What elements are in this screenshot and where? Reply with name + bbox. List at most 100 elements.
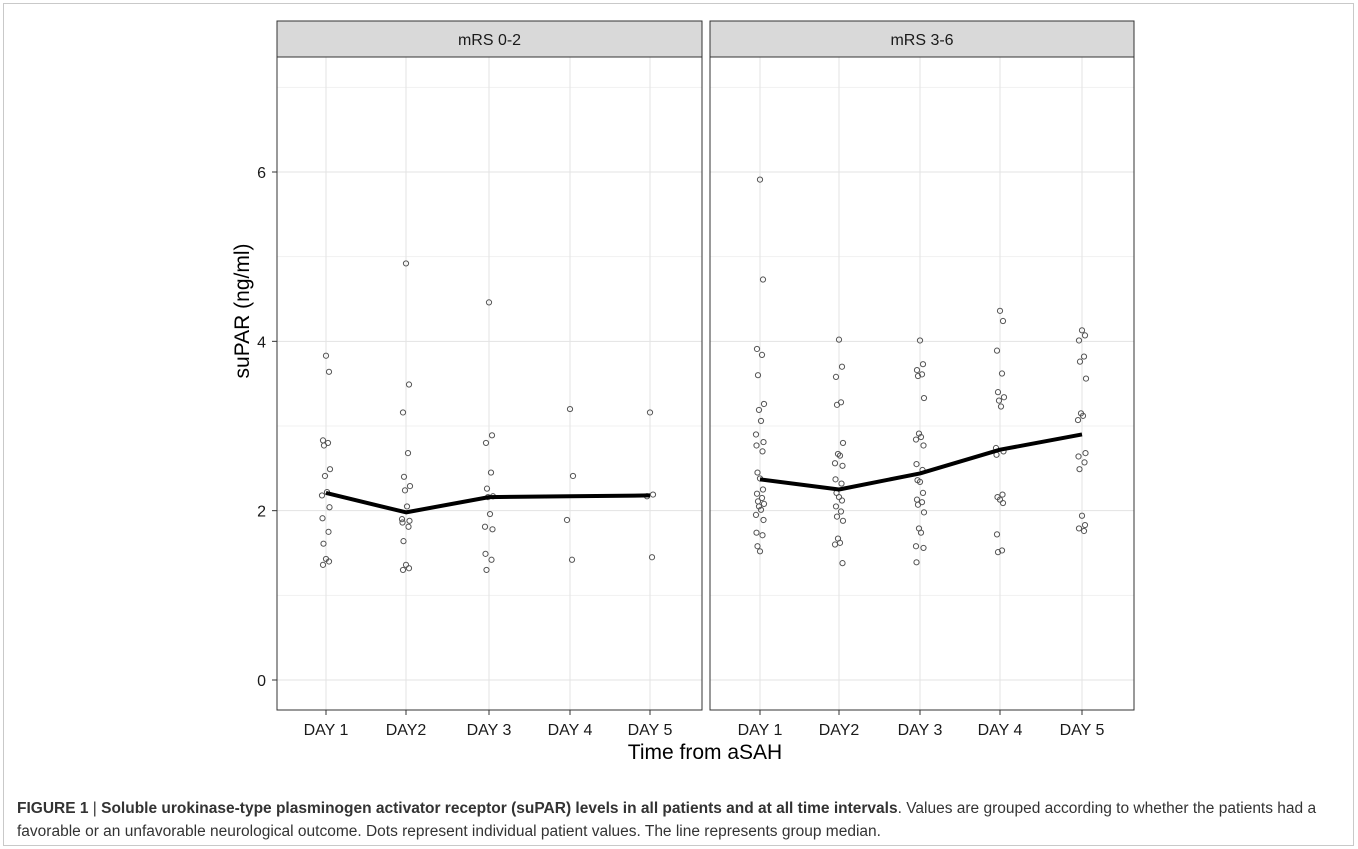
facet-strip [709,20,1135,58]
data-point [402,561,410,568]
data-point [1076,358,1084,365]
data-point [401,487,409,494]
data-point [760,516,767,524]
data-point [488,556,495,563]
data-point [752,511,760,519]
data-point [1078,512,1086,519]
data-point [916,478,924,485]
data-point [833,513,841,520]
data-point [832,373,840,380]
caption-label: FIGURE 1 [17,800,89,817]
facet-panel-2: mRS 3-6 DAY 1 DAY2 DAY 3 DAY 4 DAY 5 [709,20,1135,739]
data-point [405,523,412,530]
data-point [569,472,577,480]
data-point [839,462,846,469]
data-point [997,403,1005,410]
data-point [913,367,921,374]
data-point [1076,466,1083,473]
data-point [1082,375,1090,382]
data-point [838,497,846,504]
data-point [325,368,333,375]
data-point [399,519,406,526]
median-line [325,490,651,515]
x-tick-label: DAY 5 [628,722,673,739]
x-tick-label: DAY 3 [898,722,943,739]
data-point [319,561,327,568]
data-point [912,436,920,443]
data-point [753,490,761,497]
facet-panel-1: mRS 0-2 DAY 1 DAY2 DAY 3 DAY 4 DAY 5 [276,20,703,739]
data-point [404,449,412,457]
x-tick-label: DAY 1 [738,722,783,739]
data-point [835,336,843,343]
data-point [649,491,657,498]
x-tick-label: DAY 3 [467,722,512,739]
data-point [482,439,490,447]
data-point [760,500,768,507]
data-point [832,503,840,510]
data-point [758,494,766,502]
data-point [753,345,761,353]
data-point [753,442,760,449]
facet-strip [276,20,703,58]
data-point [1079,412,1087,419]
caption-text: . Values are grouped according to whethe… [17,800,1317,840]
data-point [485,299,493,306]
data-point [839,439,847,447]
data-point [920,544,927,552]
data-point [835,494,843,501]
data-point [994,549,1002,556]
data-point [1080,527,1088,535]
data-point [646,409,654,416]
data-point [482,550,489,557]
data-point [760,400,768,408]
data-point [752,431,760,438]
x-tick-label: DAY 4 [548,722,593,739]
y-axis-label: suPAR (ng/ml) [231,244,254,379]
data-point [918,371,926,378]
data-point [994,389,1002,396]
figure-caption: FIGURE 1 | Soluble urokinase-type plasmi… [17,797,1342,843]
data-point [406,483,414,490]
data-point [757,417,765,425]
data-point [488,432,496,439]
data-point [913,559,920,566]
data-point [838,363,846,370]
data-point [759,532,766,539]
data-point [489,526,496,533]
data-point [398,516,406,523]
data-point [913,461,920,468]
panel-border [709,56,1135,711]
data-point [831,460,839,467]
data-point [920,394,928,402]
data-point [326,504,333,511]
data-point [325,558,333,565]
data-point [481,523,489,530]
y-tick-label: 4 [257,334,266,351]
data-point [754,543,761,550]
data-point [405,381,413,388]
facet-strip-label: mRS 3-6 [890,32,953,49]
y-tick-label: 6 [257,165,266,182]
data-point [993,531,1001,538]
data-point [1075,337,1083,344]
data-point [912,543,920,550]
data-point [648,554,656,561]
data-point [1074,416,1082,424]
plot-background [710,57,1134,710]
data-point [321,472,329,480]
data-point [993,347,1001,354]
data-point [1081,332,1089,339]
x-tick-label: DAY 4 [978,722,1023,739]
data-point [759,448,766,455]
panels-layer: mRS 0-2 DAY 1 DAY2 DAY 3 DAY 4 DAY 5 mRS 3-6 DA… [276,20,1135,739]
x-tick-label: DAY2 [386,722,427,739]
data-point [403,503,411,510]
data-point [917,529,925,536]
x-axis-label: Time from aSAH [628,741,782,764]
data-point [483,485,491,492]
data-point [999,317,1007,325]
data-point [400,473,408,480]
data-point [563,516,571,524]
data-point [1081,459,1088,466]
